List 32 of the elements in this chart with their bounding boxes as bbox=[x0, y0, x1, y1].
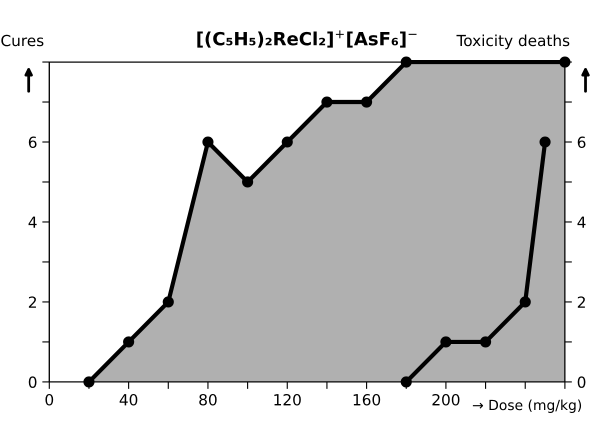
point bbox=[400, 56, 412, 68]
x-tick-label: 0 bbox=[45, 394, 54, 406]
point bbox=[440, 336, 452, 348]
y-tick-label: 6 bbox=[28, 136, 37, 148]
point bbox=[123, 336, 134, 348]
point bbox=[242, 176, 254, 188]
y2-axis-title: Toxicity deaths bbox=[456, 34, 570, 50]
x-tick-label: 40 bbox=[120, 394, 138, 406]
y-axis-title: Cures bbox=[1, 34, 44, 46]
x-tick-label: 160 bbox=[354, 394, 380, 406]
point bbox=[202, 136, 214, 148]
point bbox=[400, 376, 412, 388]
point bbox=[321, 96, 332, 108]
y2-tick-label: 6 bbox=[578, 136, 586, 148]
y2-tick-label: 0 bbox=[578, 376, 586, 388]
y-tick-label: 2 bbox=[28, 296, 36, 308]
y-tick-label: 0 bbox=[28, 376, 36, 388]
x-axis-title: → Dose (mg/kg) bbox=[472, 400, 582, 413]
point bbox=[361, 96, 372, 108]
x-tick-label: 80 bbox=[199, 394, 217, 406]
point bbox=[540, 136, 551, 148]
y2-tick-label: 2 bbox=[578, 296, 585, 308]
point bbox=[162, 296, 174, 308]
x-tick-label: 200 bbox=[432, 394, 460, 406]
point bbox=[282, 136, 293, 148]
x-tick-label: 120 bbox=[274, 394, 301, 406]
chart-title: [(C₅H₅)₂ReCl₂]$^{+}$[AsF₆]$^{−}$ bbox=[197, 30, 417, 48]
point bbox=[83, 376, 95, 388]
y-tick-label: 4 bbox=[28, 216, 37, 228]
point bbox=[520, 296, 531, 308]
point bbox=[480, 336, 492, 348]
y2-tick-label: 4 bbox=[577, 216, 586, 228]
